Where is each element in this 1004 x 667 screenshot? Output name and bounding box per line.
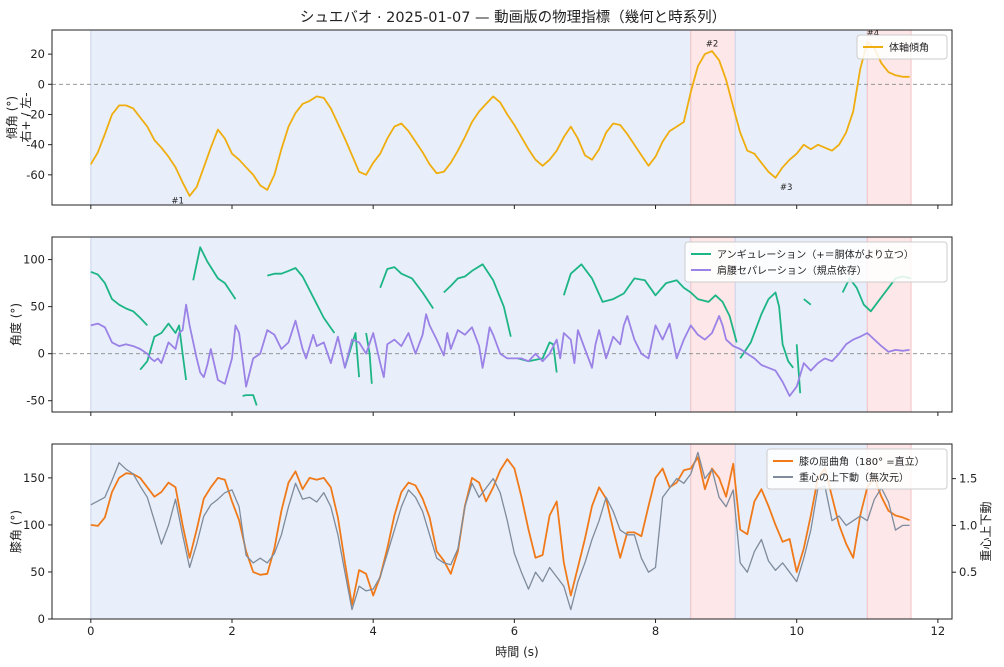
y-axis-label: 傾角 (°): [5, 96, 19, 139]
panel-2: -50 0 50 100 角度 (°) アンギュレーション（+＝胴体がより立つ） 肩腰セパレ…: [8, 236, 953, 416]
annotation-4: #4: [867, 29, 880, 39]
plot-frame: [51, 443, 953, 620]
y-right-tick-label: 1.5: [959, 472, 977, 486]
legend-label-1: 膝の屈曲角（180° =直立）: [799, 455, 925, 468]
plot-frame: [51, 236, 953, 413]
legend-box: [856, 34, 948, 60]
legend-label-2: 重心の上下動（無次元）: [799, 471, 909, 484]
y-tick-label: -40: [26, 138, 45, 152]
y-tick-label: 0: [38, 77, 45, 91]
x-tick-label: 12: [931, 624, 946, 638]
y-right-tick-label: 0.5: [959, 565, 977, 579]
series-1-line-seg-1: [90, 270, 148, 327]
series-1-line-seg-4: [242, 394, 258, 406]
x-tick-label: 10: [789, 624, 804, 638]
series-1-line-seg-14: [803, 298, 812, 306]
x-tick-label: 0: [87, 624, 94, 638]
panel-3: 0 2 4 6 8 10 12 0 50 100 150 0.5 1.0 1.5 膝角 (°) 重心上下動 膝の…: [9, 443, 993, 638]
y-tick-label: 50: [30, 565, 45, 579]
span-highlight-2: [690, 29, 736, 206]
y-tick-label: 0: [38, 612, 45, 626]
series-1-line-seg-11: [562, 263, 738, 343]
series-1-line-seg-3: [192, 246, 237, 300]
series-2-line: [90, 451, 910, 611]
legend-box: [766, 448, 948, 490]
y-axis-label: 膝角 (°): [9, 510, 23, 553]
x-tick-label: 2: [228, 624, 235, 638]
y-tick-label: 50: [30, 300, 45, 314]
series-group: [90, 451, 910, 611]
y-tick-label: -50: [26, 394, 45, 408]
x-tick-label: 8: [652, 624, 659, 638]
y-tick-label: 100: [23, 253, 45, 267]
span-normal-1: [90, 29, 692, 206]
x-tick-label: 6: [511, 624, 518, 638]
y-tick-label: 0: [38, 347, 45, 361]
series-1-line-seg-5: [267, 267, 336, 334]
annotation-1: #1: [171, 196, 184, 206]
span-normal-1: [90, 236, 692, 413]
plot-frame: [51, 29, 953, 206]
y-tick-label: 150: [23, 471, 45, 485]
legend: 膝の屈曲角（180° =直立） 重心の上下動（無次元）: [766, 448, 948, 490]
x-tick-label: 4: [370, 624, 377, 638]
series-2-line-seg-1: [90, 303, 910, 397]
annotation-2: #2: [706, 40, 719, 50]
series-1-line: [90, 456, 910, 606]
legend-label-1: アンギュレーション（+＝胴体がより立つ）: [717, 248, 914, 261]
series-1-line-seg-8: [379, 266, 434, 309]
y-tick-label: -20: [26, 107, 45, 121]
series-group: [90, 41, 910, 197]
legend-label-1: 体軸傾角: [889, 41, 929, 54]
y-tick-label: 100: [23, 518, 45, 532]
legend-box: [684, 241, 948, 283]
series-1-line-seg-7: [365, 332, 373, 384]
legend-label-2: 肩腰セパレーション（規点依存）: [717, 264, 867, 277]
series-1-line-seg-13: [795, 344, 802, 394]
series-group: [90, 246, 912, 406]
y-tick-label: -60: [26, 168, 45, 182]
series-1-line-seg-12: [739, 291, 794, 369]
series-1-line: [90, 41, 910, 197]
legend: アンギュレーション（+＝胴体がより立つ） 肩腰セパレーション（規点依存）: [684, 241, 948, 283]
y-axis-label: 右+ / 左-: [18, 92, 33, 142]
figure-title: シュエバオ · 2025-01-07 — 動画版の物理指標（幾何と時系列）: [300, 9, 726, 26]
panel-1: #1 #2 #3 #4 -60 -40 -20 0 20 傾角 (°) 右+ / 左- 体軸傾角: [5, 29, 953, 209]
y-axis-label: 角度 (°): [8, 303, 23, 346]
x-axis-label: 時間 (s): [495, 645, 538, 659]
y-right-tick-label: 1.0: [959, 518, 977, 532]
span-normal-3: [734, 29, 868, 206]
y-tick-label: 20: [30, 47, 45, 61]
legend: 体軸傾角: [856, 34, 948, 60]
y-right-axis-label: 重心上下動: [979, 501, 993, 561]
series-1-line-seg-9: [443, 263, 512, 337]
annotation-3: #3: [780, 183, 793, 193]
